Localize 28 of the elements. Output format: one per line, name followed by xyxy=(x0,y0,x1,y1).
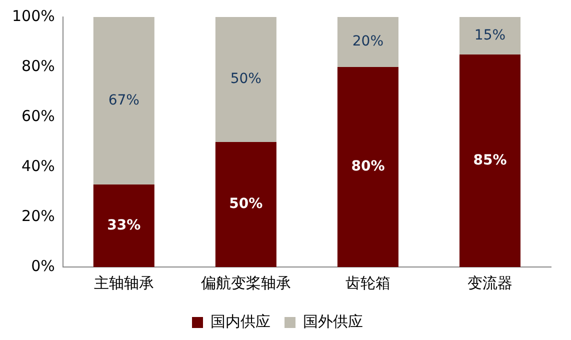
x-tick-label: 齿轮箱 xyxy=(345,274,390,292)
data-label: 50% xyxy=(229,196,263,212)
bar xyxy=(459,54,520,267)
y-tick-label: 60% xyxy=(22,106,55,125)
data-label: 85% xyxy=(473,152,507,168)
y-tick-label: 80% xyxy=(22,56,55,75)
y-tick-label: 40% xyxy=(22,156,55,175)
bar xyxy=(93,184,154,267)
bar xyxy=(215,142,276,267)
bar xyxy=(337,67,398,267)
data-label: 67% xyxy=(108,92,140,108)
data-label: 20% xyxy=(352,34,384,50)
legend-label: 国外供应 xyxy=(303,312,363,330)
y-tick-label: 20% xyxy=(22,206,55,225)
x-tick-label: 变流器 xyxy=(467,274,512,292)
data-label: 15% xyxy=(474,27,506,44)
data-label: 80% xyxy=(351,158,385,175)
data-label: 33% xyxy=(107,217,141,234)
bar xyxy=(215,17,276,142)
bar xyxy=(93,17,154,184)
x-tick-label: 偏航变桨轴承 xyxy=(200,274,291,292)
data-label: 50% xyxy=(230,71,262,88)
bar xyxy=(337,17,398,67)
y-tick-label: 100% xyxy=(12,6,55,25)
x-tick-label: 主轴轴承 xyxy=(94,274,154,292)
legend-label: 国内供应 xyxy=(210,312,270,330)
y-tick-label: 0% xyxy=(31,256,55,275)
bar xyxy=(459,17,520,54)
